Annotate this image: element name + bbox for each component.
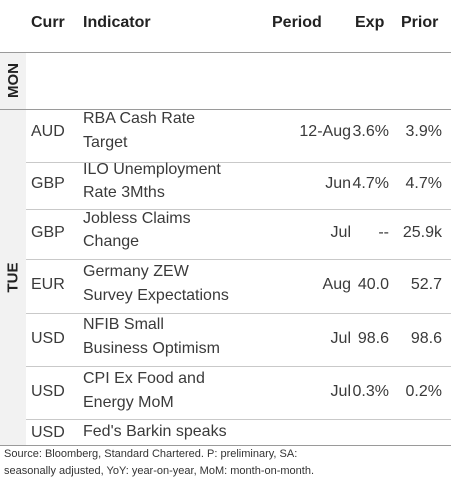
exp-cell: 4.7%	[352, 175, 389, 192]
indicator-cell-line2: Survey Expectations	[83, 287, 229, 304]
period-cell: Jul	[330, 383, 351, 400]
footer-rule	[0, 445, 451, 446]
row-divider	[26, 162, 451, 163]
exp-cell: 0.3%	[352, 383, 389, 400]
currency-cell: USD	[31, 424, 65, 441]
exp-cell: 98.6	[357, 330, 389, 347]
indicator-cell-line2: Target	[83, 134, 128, 151]
prior-cell: 4.7%	[405, 175, 442, 192]
prior-cell: 25.9k	[402, 224, 442, 241]
table-row: USD NFIB Small Business Optimism Jul 98.…	[26, 313, 451, 366]
indicator-cell-line2: Energy MoM	[83, 394, 174, 411]
day-label-tue: TUE	[4, 262, 22, 292]
period-cell: Jun	[325, 175, 351, 192]
header-period: Period	[272, 14, 322, 31]
period-cell: 12-Aug	[299, 123, 351, 140]
day-divider	[0, 109, 451, 110]
indicator-cell-line1: Germany ZEW	[83, 263, 189, 280]
prior-cell: 0.2%	[405, 383, 442, 400]
period-cell: Aug	[322, 276, 351, 293]
table-row: USD Fed's Barkin speaks	[26, 419, 451, 445]
table-row: AUD RBA Cash Rate Target 12-Aug 3.6% 3.9…	[26, 109, 451, 162]
exp-cell: 3.6%	[352, 123, 389, 140]
currency-cell: AUD	[31, 123, 65, 140]
currency-cell: USD	[31, 330, 65, 347]
prior-cell: 98.6	[410, 330, 442, 347]
header-rule	[0, 52, 451, 53]
header-prior: Prior	[401, 14, 439, 31]
footnote-line2: seasonally adjusted, YoY: year-on-year, …	[4, 465, 315, 477]
row-divider	[26, 259, 451, 260]
day-column	[0, 52, 26, 445]
prior-cell: 52.7	[410, 276, 442, 293]
indicator-cell-line1: ILO Unemployment	[83, 161, 221, 178]
indicator-cell-line1: Jobless Claims	[83, 210, 191, 227]
exp-cell: --	[378, 224, 389, 241]
indicator-cell-line2: Change	[83, 233, 140, 250]
row-divider	[26, 419, 451, 420]
source-footnote: Source: Bloomberg, Standard Chartered. P…	[4, 446, 449, 480]
indicator-cell-line1: Fed's Barkin speaks	[83, 423, 227, 440]
row-divider	[26, 209, 451, 210]
day-label-mon: MON	[4, 63, 22, 98]
indicator-cell-line1: CPI Ex Food and	[83, 370, 205, 387]
prior-cell: 3.9%	[405, 123, 442, 140]
footnote-line1: Source: Bloomberg, Standard Chartered. P…	[4, 448, 298, 460]
period-cell: Jul	[330, 330, 351, 347]
indicator-cell-line1: RBA Cash Rate	[83, 110, 196, 127]
currency-cell: GBP	[31, 175, 65, 192]
indicator-cell-line1: NFIB Small	[83, 316, 164, 333]
row-divider	[26, 366, 451, 367]
row-divider	[26, 313, 451, 314]
header-indicator: Indicator	[83, 14, 151, 31]
header-exp: Exp	[355, 14, 385, 31]
exp-cell: 40.0	[357, 276, 389, 293]
indicator-cell-line2: Rate 3Mths	[83, 184, 165, 201]
currency-cell: EUR	[31, 276, 65, 293]
period-cell: Jul	[330, 224, 351, 241]
indicator-cell-line2: Business Optimism	[83, 340, 220, 357]
table-row: GBP Jobless Claims Change Jul -- 25.9k	[26, 209, 451, 259]
table-row: EUR Germany ZEW Survey Expectations Aug …	[26, 259, 451, 313]
header-curr: Curr	[31, 14, 65, 31]
table-row: USD CPI Ex Food and Energy MoM Jul 0.3% …	[26, 366, 451, 419]
currency-cell: GBP	[31, 224, 65, 241]
table-row: GBP ILO Unemployment Rate 3Mths Jun 4.7%…	[26, 161, 451, 209]
currency-cell: USD	[31, 383, 65, 400]
table-header: Curr Indicator Period Exp Prior	[0, 0, 451, 52]
